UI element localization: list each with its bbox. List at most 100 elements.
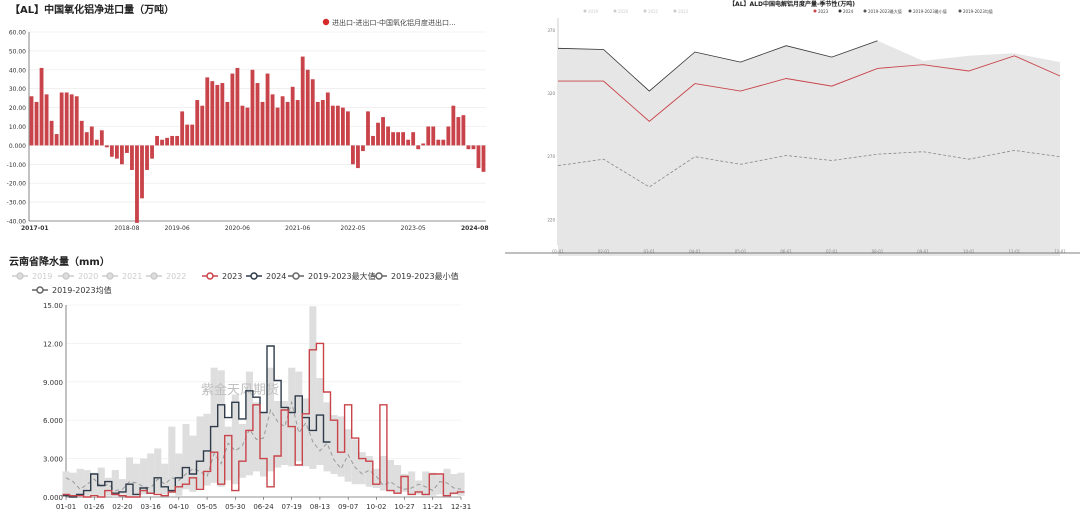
bar	[285, 101, 290, 146]
legend-label: 2019-2023均值	[963, 8, 993, 14]
bar	[165, 137, 170, 146]
y-tick-label: 40.00	[9, 67, 26, 74]
series-line-avg	[557, 149, 1061, 188]
y-tick-label: -40.00	[7, 219, 27, 226]
bar	[220, 83, 225, 146]
y-tick-label: 12.00	[43, 340, 63, 348]
x-tick-label: 05-05	[197, 503, 217, 511]
bar	[391, 132, 396, 146]
bar	[275, 107, 280, 146]
range-band-segment	[288, 367, 296, 467]
range-band-segment	[245, 371, 253, 476]
legend-marker	[958, 9, 962, 13]
bar	[210, 81, 215, 146]
bar	[270, 94, 275, 146]
x-tick-label: 11-01	[1009, 249, 1021, 254]
bar	[461, 115, 466, 146]
legend-marker	[613, 9, 617, 13]
bar	[235, 67, 240, 146]
legend: 2019 2020 2021 2022 2023 2024 2019-2023最大值 2019…	[12, 271, 459, 295]
range-band-segment	[217, 370, 225, 487]
bar	[109, 145, 114, 157]
bar	[280, 96, 285, 146]
bar	[265, 73, 270, 146]
bar	[456, 117, 461, 146]
x-tick-label: 04-10	[169, 503, 189, 511]
bar	[441, 139, 446, 146]
bar	[406, 139, 411, 146]
plot-area: 37032027022017001-0102-0103-0104-0105-01…	[547, 18, 1066, 286]
x-tick-label: 2023-05	[401, 225, 426, 232]
x-tick-label: 10-01	[963, 249, 975, 254]
range-band-segment	[372, 468, 380, 488]
bar	[290, 86, 295, 146]
alumina-net-import-chart: 【AL】中国氧化铝净进口量（万吨） 进出口-进出口-中国氧化铝月度进出口... …	[0, 0, 490, 240]
range-band-segment	[182, 424, 190, 490]
range-band-segment	[330, 415, 338, 474]
range-band-segment	[210, 367, 218, 483]
range-band-segment	[337, 416, 345, 477]
legend-marker	[62, 272, 70, 280]
range-band-segment	[436, 475, 444, 495]
range-band-segment	[401, 474, 409, 492]
legend-label: 2022	[166, 272, 186, 281]
bar	[150, 145, 154, 159]
legend-label: 2019-2023最大值	[868, 8, 902, 14]
range-band-segment	[69, 472, 77, 496]
range-band-segment	[351, 439, 359, 485]
legend-marker	[206, 272, 214, 280]
bar	[195, 100, 200, 146]
bar	[240, 105, 245, 146]
series-line-2024	[62, 345, 331, 498]
range-band-segment	[422, 471, 430, 496]
bar	[471, 145, 476, 150]
bar	[366, 111, 370, 146]
bar	[185, 124, 190, 146]
legend-label: 进出口-进出口-中国氧化铝月度进出口...	[332, 18, 456, 27]
x-tick-label: 2021-06	[285, 225, 310, 232]
bar	[426, 126, 431, 146]
y-tick-label: 370	[547, 28, 555, 33]
bar	[29, 96, 34, 146]
range-band-segment	[83, 470, 91, 496]
legend-marker	[106, 272, 114, 280]
x-tick-label: 2019-06	[165, 225, 190, 232]
range-band-segment	[76, 468, 84, 497]
watermark: 紫金天风期货	[201, 382, 279, 398]
bar	[351, 145, 355, 165]
legend-marker	[813, 9, 817, 13]
bar	[295, 100, 300, 146]
bar	[84, 132, 89, 146]
bar	[230, 73, 235, 146]
range-band-segment	[415, 480, 423, 495]
bar	[135, 145, 139, 223]
bar	[446, 126, 451, 146]
bar	[175, 135, 180, 146]
range-band-segment	[358, 452, 366, 485]
range-band-segment	[147, 453, 155, 494]
bar	[330, 105, 335, 146]
y-tick-label: 10.00	[9, 124, 26, 131]
bar	[49, 120, 54, 146]
bar	[64, 92, 69, 146]
bar	[260, 101, 265, 146]
range-band-segment	[267, 367, 275, 472]
chart-title: 【AL】中国氧化铝净进口量（万吨）	[10, 3, 174, 16]
bar	[54, 134, 59, 146]
range-band-segment	[203, 413, 211, 486]
x-tick-label: 11-21	[423, 503, 443, 511]
range-band-segment	[260, 412, 268, 477]
range-band-segment	[238, 424, 246, 478]
y-tick-label: 60.00	[9, 30, 26, 37]
yunnan-precip-chart: 云南省降水量（mm） 2019 2020 2021 2022 2023 2024 2019-…	[0, 252, 490, 512]
x-tick-label: 12-31	[451, 503, 471, 511]
production-chart-svg: 【AL】ALD中国电解铝月度产量-季节性(万吨) 2019 2020 2021 202…	[505, 0, 1080, 286]
bar	[140, 145, 144, 199]
bar	[335, 105, 340, 146]
x-tick-label: 03-16	[140, 503, 161, 511]
bar	[310, 79, 315, 146]
range-band-segment	[457, 472, 465, 496]
y-tick-label: -20.00	[7, 181, 27, 188]
y-tick-label: -10.00	[7, 162, 27, 169]
x-tick-label: 2020-06	[225, 225, 250, 232]
